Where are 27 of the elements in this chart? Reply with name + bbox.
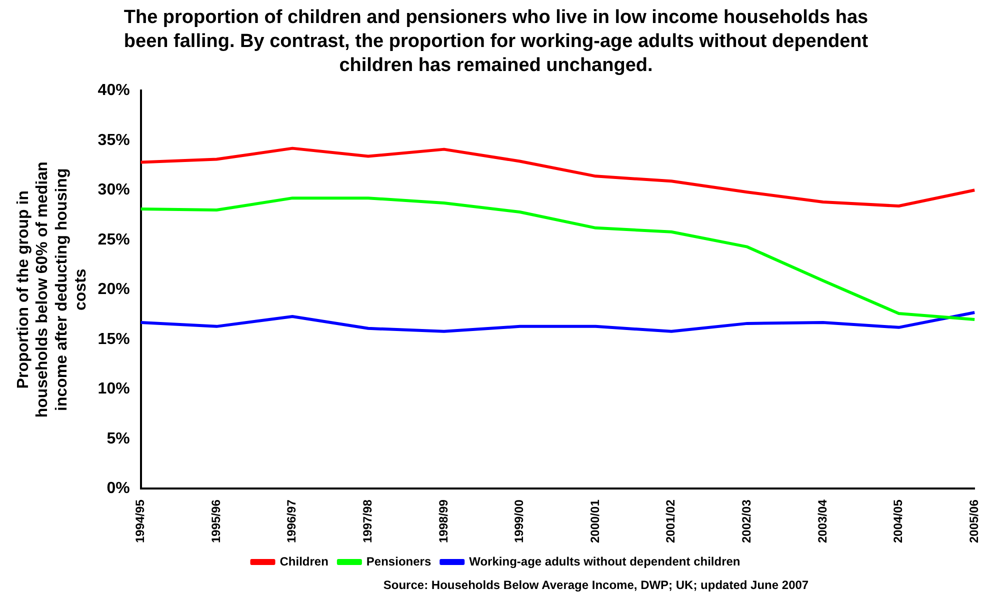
x-tick-label: 2001/02 [664, 499, 678, 544]
x-tick-label: 1995/96 [208, 499, 223, 544]
x-tick-label: 1996/97 [284, 499, 299, 544]
x-tick-label: 2004/05 [891, 499, 906, 544]
y-tick-label: 10% [98, 380, 130, 398]
y-tick-label: 40% [98, 82, 130, 100]
x-tick-label: 1999/00 [512, 499, 526, 544]
y-tick-label: 5% [106, 430, 130, 448]
y-tick-label: 20% [98, 281, 130, 298]
y-tick-label: 25% [98, 231, 130, 248]
legend-label: Children [280, 554, 328, 568]
y-tick-label: 0% [106, 480, 130, 498]
y-tick-label: 15% [98, 330, 130, 348]
y-tick-label: 35% [98, 132, 130, 149]
y-axis-title: Proportion of the group in households below 60% of median income after deducting housing costs [15, 162, 90, 418]
x-tick-label: 2003/04 [815, 499, 830, 544]
x-tick-label: 1998/99 [436, 499, 450, 544]
x-tick-label: 2002/03 [740, 499, 754, 544]
source-note: Source: Households Below Average Income, DWP; UK; updated June 2007 [382, 578, 810, 592]
legend-label: Pensioners [366, 554, 432, 568]
x-tick-label: 2005/06 [966, 499, 981, 544]
y-tick-label: 30% [98, 182, 130, 199]
x-tick-label: 1997/98 [360, 499, 375, 544]
chart-title: The proportion of children and pensioners who live in low income households has been falling. By contrast, the proportion for working-age adults without dependent children has remained unchanged. [122, 6, 870, 78]
legend-label: Working-age adults without dependent children [469, 554, 740, 568]
x-tick-label: 1994/95 [133, 499, 148, 544]
x-tick-label: 2000/01 [588, 499, 602, 544]
